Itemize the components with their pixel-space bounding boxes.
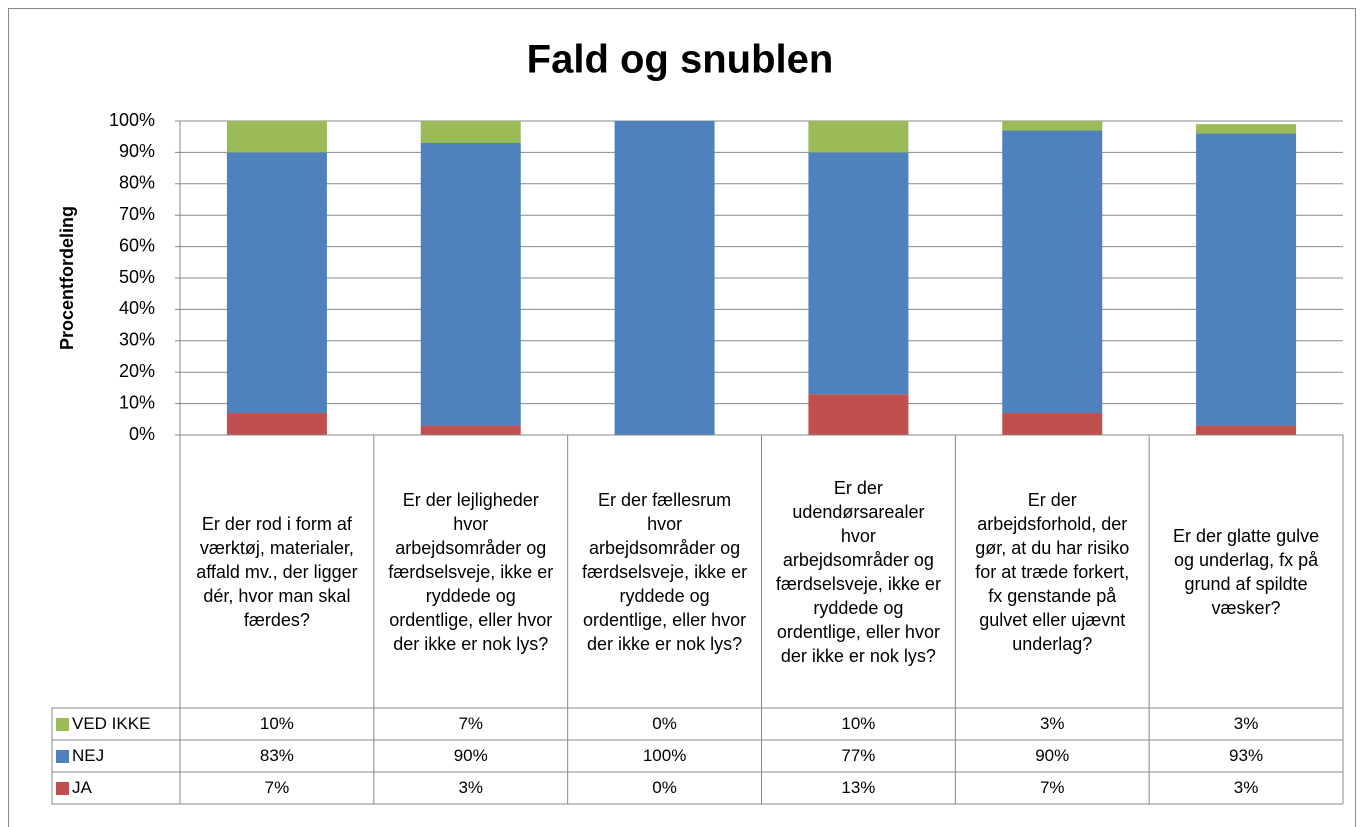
table-value: 3% (1233, 778, 1259, 797)
table-value: 3% (1233, 714, 1259, 733)
table-value: 0% (652, 778, 677, 797)
bar-segment (226, 413, 327, 435)
bar-segment (420, 142, 521, 426)
legend-label: VED IKKE (72, 714, 151, 733)
legend-entry: NEJ (52, 740, 180, 772)
chart-title: Fald og snublen (527, 38, 834, 82)
bar-segment (1002, 413, 1103, 435)
bar-segment (1196, 124, 1297, 134)
bar-segment (614, 121, 715, 435)
y-axis-label: Procentfordeling (57, 206, 77, 350)
table-value: 90% (453, 746, 488, 765)
table-value: 7% (264, 778, 290, 797)
y-tick-label: 40% (119, 298, 155, 318)
y-tick-label: 80% (119, 173, 155, 193)
x-category-label: Er der udendørsarealer hvor arbejdsområd… (775, 477, 941, 666)
table-value: 77% (841, 746, 876, 765)
table-value: 10% (841, 714, 876, 733)
y-tick-label: 10% (119, 392, 155, 412)
table-value: 10% (259, 714, 294, 733)
x-category-label: Er der fællesrum hvor arbejdsområder og … (582, 489, 748, 654)
bar-segment (808, 394, 909, 435)
table-value: 90% (1035, 746, 1070, 765)
bar-segment (420, 121, 521, 143)
bar-segment (226, 152, 327, 414)
legend-key (56, 781, 69, 795)
x-category-label: Er der rod i form af værktøj, materialer… (196, 513, 358, 630)
table-value: 93% (1229, 746, 1264, 765)
table-value: 0% (652, 714, 677, 733)
x-category-label: Er der lejligheder hvor arbejdsområder o… (388, 489, 554, 654)
legend-label: NEJ (72, 746, 105, 765)
table-value: 83% (259, 746, 294, 765)
table-value: 100% (642, 746, 687, 765)
bar-segment (226, 121, 327, 153)
bar-segment (1196, 133, 1297, 426)
legend-entry: JA (52, 772, 180, 804)
x-category-label: Er der glatte gulve og underlag, fx på g… (1173, 525, 1320, 618)
chart-border (8, 8, 1356, 827)
bar-segment (1196, 425, 1297, 435)
y-tick-label: 100% (109, 110, 155, 130)
bar-segment (1002, 130, 1103, 414)
y-tick-label: 0% (129, 424, 155, 444)
legend-label: JA (72, 778, 92, 797)
y-tick-label: 60% (119, 235, 155, 255)
bar-segment (420, 425, 521, 435)
y-tick-label: 50% (119, 267, 155, 287)
y-tick-label: 20% (119, 361, 155, 381)
legend-key (56, 749, 69, 763)
y-tick-label: 30% (119, 330, 155, 350)
bar-segment (808, 152, 909, 395)
legend-key (56, 717, 69, 731)
table-value: 3% (1039, 714, 1065, 733)
table-value: 13% (841, 778, 876, 797)
legend-entry: VED IKKE (52, 708, 180, 740)
table-value: 3% (458, 778, 484, 797)
table-value: 7% (458, 714, 484, 733)
y-tick-label: 70% (119, 204, 155, 224)
x-category-label: Er der arbejdsforhold, der gør, at du ha… (975, 489, 1130, 654)
y-tick-label: 90% (119, 141, 155, 161)
table-value: 7% (1039, 778, 1065, 797)
bar-segment (808, 121, 909, 153)
bar-segment (1002, 121, 1103, 131)
